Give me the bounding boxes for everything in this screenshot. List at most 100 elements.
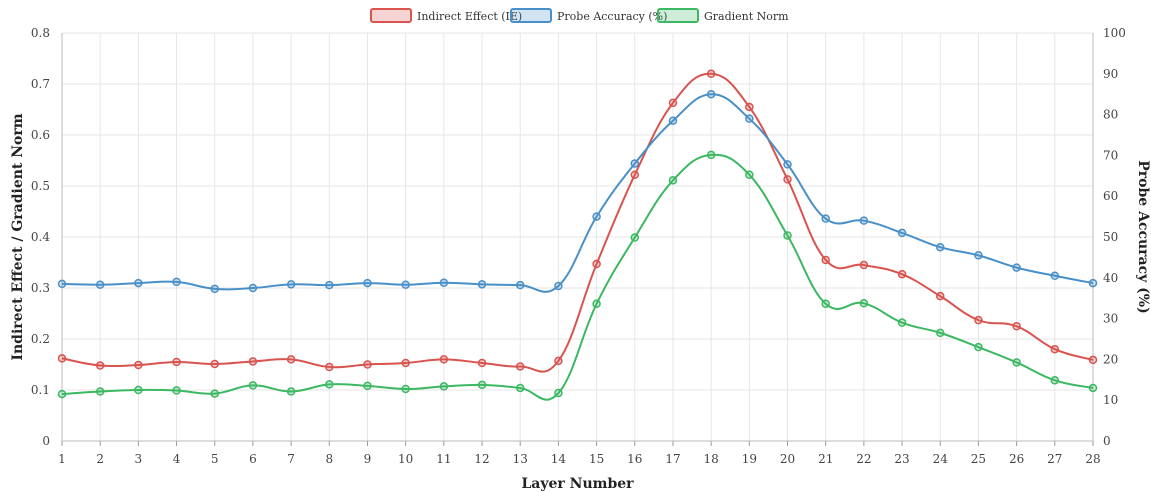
data-point[interactable] <box>57 389 67 399</box>
data-point[interactable] <box>95 361 105 370</box>
x-tick-label: 24 <box>933 452 949 466</box>
y-right-tick-label: 50 <box>1103 230 1118 244</box>
data-point[interactable] <box>745 170 754 180</box>
data-point[interactable] <box>134 385 143 395</box>
data-point[interactable] <box>936 242 945 252</box>
legend-item[interactable]: Gradient Norm <box>657 8 789 23</box>
data-point[interactable] <box>783 160 792 169</box>
data-point[interactable] <box>554 388 563 398</box>
data-point[interactable] <box>783 231 792 240</box>
data-point[interactable] <box>706 89 716 99</box>
data-point[interactable] <box>668 176 678 185</box>
x-tick-label: 12 <box>474 452 489 466</box>
data-point[interactable] <box>1012 358 1021 367</box>
data-point[interactable] <box>974 315 983 325</box>
data-point[interactable] <box>325 380 334 389</box>
y-right-tick-label: 0 <box>1103 434 1111 448</box>
x-tick-label: 4 <box>173 452 181 466</box>
data-point[interactable] <box>592 212 601 221</box>
data-point[interactable] <box>897 228 907 238</box>
data-point[interactable] <box>1050 271 1060 281</box>
x-tick-label: 28 <box>1085 452 1100 466</box>
data-point[interactable] <box>363 381 372 391</box>
data-point[interactable] <box>325 280 334 290</box>
data-point[interactable] <box>592 299 601 309</box>
data-point[interactable] <box>974 342 983 352</box>
data-point[interactable] <box>248 381 258 390</box>
data-point[interactable] <box>95 387 105 396</box>
data-point[interactable] <box>401 358 410 368</box>
data-point[interactable] <box>1012 322 1021 331</box>
data-point[interactable] <box>477 358 487 368</box>
data-point[interactable] <box>95 280 105 289</box>
data-point[interactable] <box>134 360 143 370</box>
data-point[interactable] <box>1050 344 1060 354</box>
x-tick-label: 20 <box>780 452 795 466</box>
data-point[interactable] <box>745 114 754 123</box>
data-point[interactable] <box>859 216 869 225</box>
data-point[interactable] <box>745 102 754 112</box>
data-point[interactable] <box>936 291 945 301</box>
data-point[interactable] <box>1088 383 1098 393</box>
data-point[interactable] <box>706 69 716 79</box>
data-point[interactable] <box>630 159 640 168</box>
data-point[interactable] <box>325 362 334 372</box>
data-point[interactable] <box>210 389 219 398</box>
data-point[interactable] <box>134 278 143 288</box>
data-point[interactable] <box>439 278 449 287</box>
data-point[interactable] <box>363 360 372 369</box>
data-point[interactable] <box>668 98 678 108</box>
data-point[interactable] <box>477 380 487 390</box>
data-point[interactable] <box>515 280 525 290</box>
data-point[interactable] <box>630 170 640 180</box>
data-point[interactable] <box>859 260 869 270</box>
data-point[interactable] <box>592 259 601 269</box>
data-point[interactable] <box>210 359 219 369</box>
data-point[interactable] <box>477 280 487 289</box>
data-point[interactable] <box>897 269 907 279</box>
data-point[interactable] <box>515 362 525 371</box>
data-point[interactable] <box>57 354 67 363</box>
data-point[interactable] <box>821 299 830 309</box>
data-point[interactable] <box>936 328 945 338</box>
data-point[interactable] <box>286 355 296 364</box>
data-point[interactable] <box>248 283 258 293</box>
x-tick-label: 9 <box>364 452 372 466</box>
data-point[interactable] <box>515 383 525 393</box>
data-point[interactable] <box>630 233 640 242</box>
data-point[interactable] <box>1088 355 1098 365</box>
data-point[interactable] <box>554 356 563 366</box>
data-point[interactable] <box>172 277 181 287</box>
data-point[interactable] <box>706 150 716 160</box>
data-point[interactable] <box>783 175 792 184</box>
data-point[interactable] <box>668 116 678 125</box>
grid <box>61 32 1094 442</box>
data-point[interactable] <box>1088 278 1098 288</box>
data-point[interactable] <box>821 214 830 223</box>
legend-item[interactable]: Probe Accuracy (%) <box>510 8 667 23</box>
data-point[interactable] <box>401 280 410 289</box>
data-point[interactable] <box>821 255 830 265</box>
legend[interactable]: Indirect Effect (IE) Probe Accuracy (%) Gr… <box>370 8 789 23</box>
data-point[interactable] <box>1050 376 1060 385</box>
data-point[interactable] <box>286 387 296 396</box>
data-point[interactable] <box>974 251 983 260</box>
data-point[interactable] <box>57 279 67 289</box>
legend-swatch <box>510 8 552 23</box>
data-point[interactable] <box>248 357 258 366</box>
y-right-tick-label: 70 <box>1103 148 1118 162</box>
data-point[interactable] <box>210 284 219 294</box>
data-point[interactable] <box>439 382 449 391</box>
data-point[interactable] <box>172 357 181 367</box>
legend-item[interactable]: Indirect Effect (IE) <box>370 8 522 23</box>
data-point[interactable] <box>1012 263 1021 272</box>
data-point[interactable] <box>554 281 563 291</box>
x-tick-label: 1 <box>58 452 66 466</box>
data-point[interactable] <box>286 280 296 289</box>
data-point[interactable] <box>859 299 869 308</box>
data-point[interactable] <box>363 278 372 288</box>
data-point[interactable] <box>439 355 449 364</box>
data-point[interactable] <box>172 386 181 395</box>
data-point[interactable] <box>897 318 907 327</box>
data-point[interactable] <box>401 384 410 394</box>
